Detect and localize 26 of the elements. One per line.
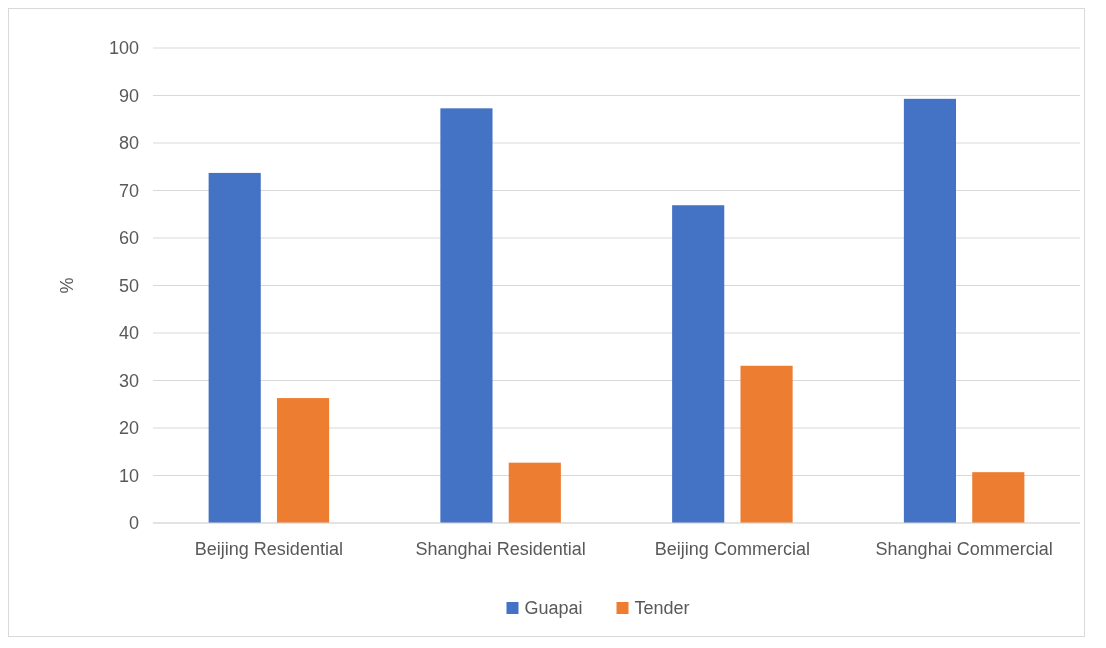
bar — [903, 98, 957, 523]
x-tick-label: Shanghai Residential — [415, 539, 586, 559]
y-tick-label: 60 — [118, 228, 139, 249]
y-tick-label: 50 — [118, 275, 139, 296]
bar — [276, 398, 330, 523]
y-tick-label: 10 — [118, 465, 139, 486]
legend-label: Tender — [634, 598, 690, 619]
y-tick-label: 100 — [108, 38, 139, 59]
bar — [972, 472, 1025, 523]
legend-label: Guapai — [524, 598, 583, 619]
x-tick-label: Beijing Commercial — [654, 539, 810, 559]
x-tick-label: Beijing Residential — [194, 539, 343, 559]
bar — [440, 108, 493, 523]
bar — [508, 462, 561, 523]
y-axis-title: % — [57, 277, 77, 294]
y-tick-label: 30 — [118, 370, 139, 391]
y-tick-label: 70 — [118, 180, 139, 201]
y-tick-label: 40 — [118, 323, 139, 344]
y-tick-label: 90 — [118, 85, 139, 106]
y-tick-label: 80 — [118, 133, 139, 154]
y-tick-label: 0 — [128, 513, 139, 534]
y-tick-label: 20 — [118, 418, 139, 439]
bar — [672, 205, 725, 523]
bar — [740, 365, 793, 523]
x-tick-label: Shanghai Commercial — [875, 539, 1053, 559]
bar — [208, 172, 261, 523]
